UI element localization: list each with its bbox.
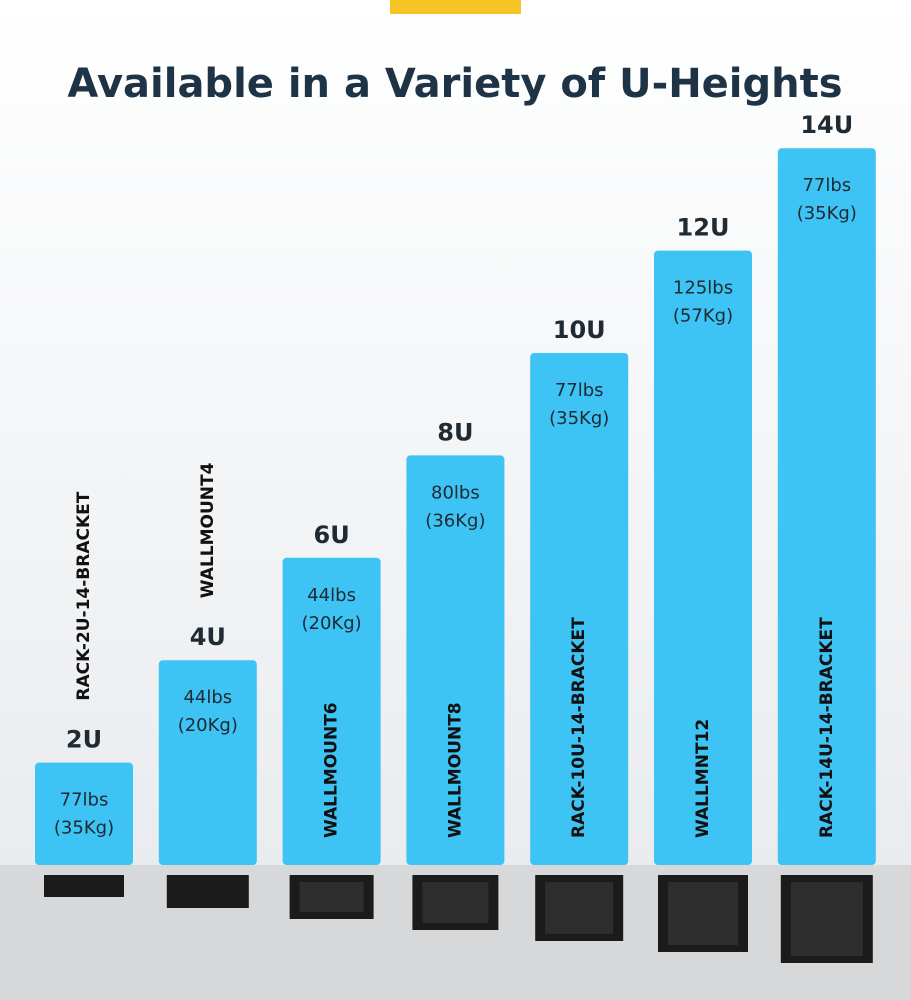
kg-label: (36Kg)	[425, 510, 485, 531]
bar-label: 6U	[314, 521, 350, 549]
product-name: RACK-2U-14-BRACKET	[74, 491, 94, 700]
bar	[158, 660, 257, 865]
bar-label: 10U	[553, 316, 606, 344]
product-name: WALLMNT12	[693, 719, 713, 838]
weight-label: 77lbs	[555, 380, 604, 401]
product-name: RACK-10U-14-BRACKET	[569, 617, 589, 838]
product-name: WALLMOUNT8	[445, 702, 465, 838]
kg-label: (35Kg)	[797, 203, 857, 224]
bar	[406, 455, 505, 865]
weight-label: 44lbs	[183, 687, 232, 708]
bar-label: 12U	[677, 214, 730, 242]
product-image-face	[545, 882, 614, 934]
product-image	[44, 875, 124, 897]
product-name: WALLMOUNT6	[322, 702, 342, 838]
bar-label: 8U	[437, 418, 473, 446]
bar	[654, 250, 752, 866]
product-image-face	[299, 882, 364, 912]
accent-bar	[390, 0, 521, 14]
kg-label: (35Kg)	[54, 818, 114, 839]
product-image	[166, 875, 249, 908]
bar	[777, 148, 876, 865]
kg-label: (20Kg)	[178, 715, 238, 736]
weight-label: 77lbs	[802, 175, 851, 196]
bar	[35, 762, 133, 865]
chart-title: Available in a Variety of U-Heights	[67, 61, 842, 107]
product-name: RACK-14U-14-BRACKET	[817, 617, 837, 838]
bar-label: 4U	[190, 623, 226, 651]
bar	[282, 557, 381, 865]
product-image-face	[790, 882, 863, 956]
weight-label: 77lbs	[60, 790, 109, 811]
kg-label: (35Kg)	[549, 408, 609, 429]
kg-label: (20Kg)	[302, 613, 362, 634]
weight-label: 80lbs	[431, 482, 480, 503]
product-image-face	[422, 882, 489, 923]
weight-label: 44lbs	[307, 585, 356, 606]
product-image-face	[668, 882, 738, 945]
kg-label: (57Kg)	[673, 306, 733, 327]
bar-label: 2U	[66, 726, 102, 754]
product-name: WALLMOUNT4	[198, 462, 218, 598]
weight-label: 125lbs	[673, 278, 733, 299]
bar	[530, 353, 629, 865]
bar-label: 14U	[800, 111, 853, 139]
